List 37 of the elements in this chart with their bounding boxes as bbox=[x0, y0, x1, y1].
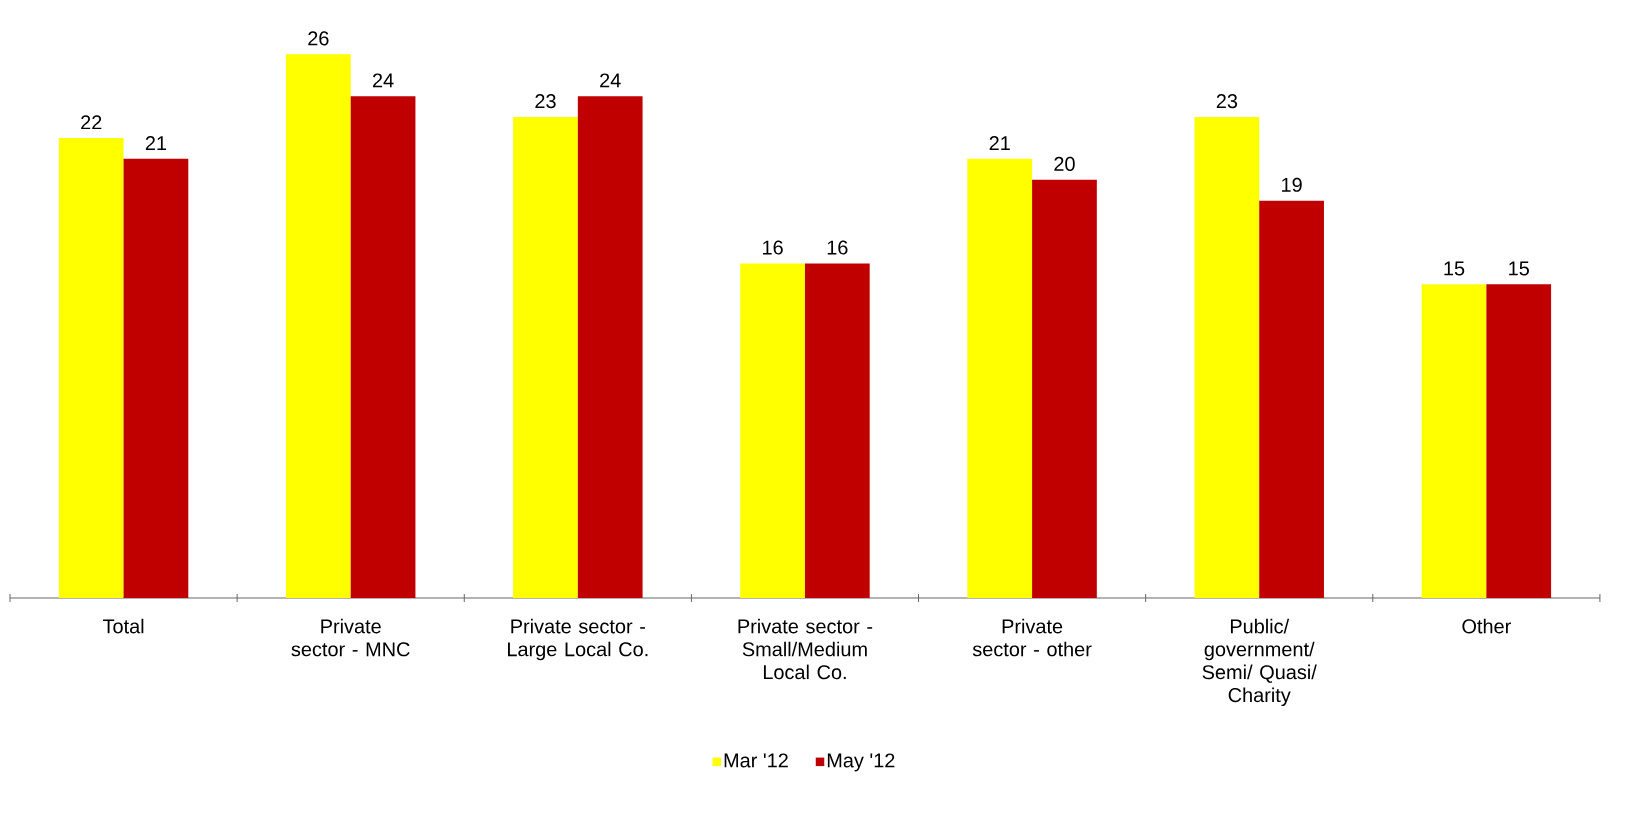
bar bbox=[1259, 200, 1324, 598]
bar bbox=[123, 158, 189, 598]
bar bbox=[577, 96, 643, 598]
data-label: 23 bbox=[1216, 94, 1238, 109]
x-tick-label: Private sector - Large Local Co. bbox=[508, 618, 648, 661]
data-label: 15 bbox=[1509, 261, 1529, 276]
data-label: 21 bbox=[989, 136, 1010, 151]
data-label: 24 bbox=[372, 73, 394, 88]
bar bbox=[1486, 284, 1552, 598]
data-label: 23 bbox=[535, 94, 556, 109]
bar bbox=[58, 137, 124, 598]
bar bbox=[1421, 284, 1487, 598]
x-tick-label: Private sector - Small/Medium Local Co. bbox=[738, 618, 873, 680]
legend-label: May '12 bbox=[827, 753, 895, 772]
data-label: 26 bbox=[308, 31, 329, 46]
bar bbox=[513, 117, 578, 598]
bar bbox=[804, 263, 870, 598]
x-tick-label: Total bbox=[102, 618, 144, 634]
data-label: 19 bbox=[1282, 177, 1302, 192]
x-tick-label: Other bbox=[1462, 618, 1511, 634]
data-label: 16 bbox=[763, 240, 783, 255]
data-label: 20 bbox=[1054, 156, 1075, 171]
data-label: 15 bbox=[1444, 261, 1465, 276]
bar bbox=[285, 54, 351, 598]
x-tick-label: Private sector - other bbox=[972, 618, 1092, 657]
bar bbox=[740, 263, 805, 598]
x-tick-label: Private sector - MNC bbox=[291, 618, 410, 657]
bar bbox=[1194, 117, 1260, 598]
bar bbox=[350, 96, 416, 598]
x-tick-label: Public/ government/ Semi/ Quasi/ Charity bbox=[1202, 618, 1317, 707]
data-label: 21 bbox=[145, 136, 167, 151]
legend-label: Mar '12 bbox=[724, 753, 788, 768]
bar bbox=[1032, 179, 1097, 598]
bar bbox=[967, 158, 1033, 598]
data-label: 24 bbox=[600, 73, 621, 88]
data-label: 16 bbox=[827, 240, 848, 255]
data-label: 22 bbox=[81, 115, 102, 130]
